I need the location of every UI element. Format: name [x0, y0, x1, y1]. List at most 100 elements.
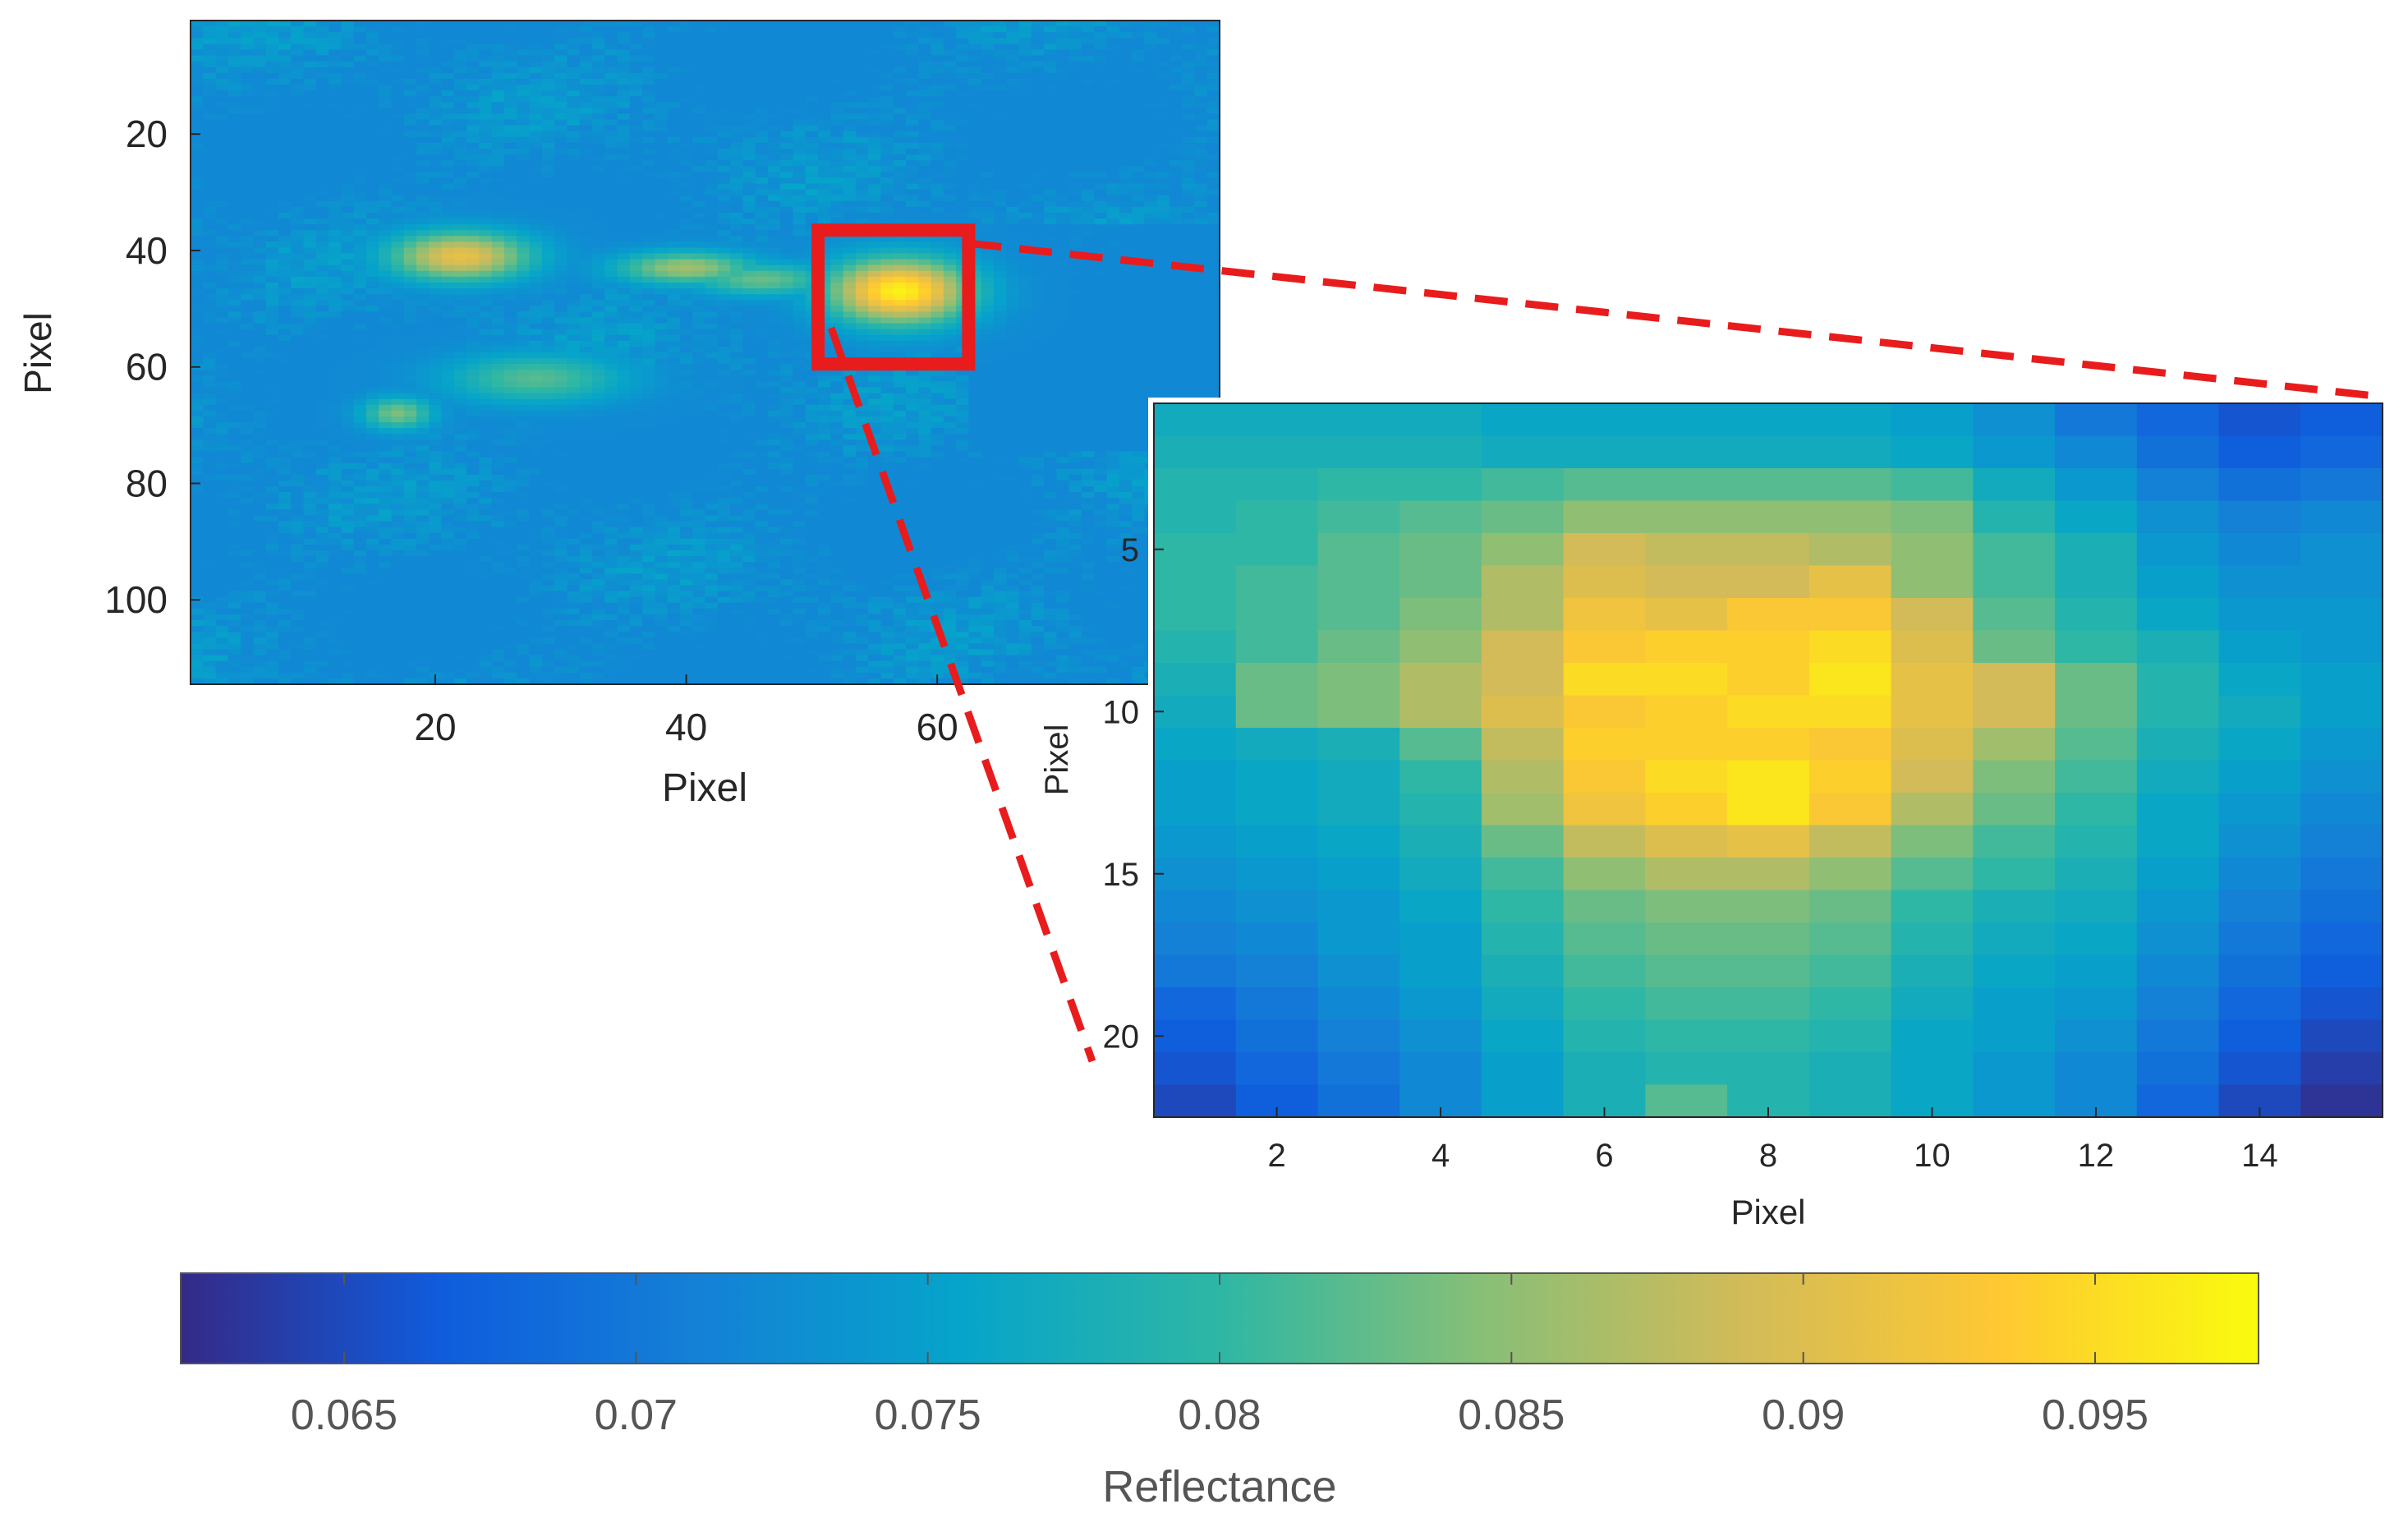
main-heatmap-cell — [303, 311, 317, 319]
main-heatmap-cell — [1206, 183, 1220, 191]
main-heatmap-cell — [579, 96, 593, 103]
main-heatmap-cell — [541, 102, 555, 108]
main-heatmap-cell — [993, 346, 1007, 353]
main-heatmap-cell — [241, 189, 254, 196]
main-heatmap-cell — [191, 236, 204, 242]
main-heatmap-cell — [667, 294, 681, 301]
main-heatmap-cell — [880, 270, 894, 278]
main-heatmap-cell — [554, 177, 568, 185]
main-heatmap-cell — [692, 26, 706, 33]
main-heatmap-cell — [353, 38, 367, 44]
main-heatmap-cell — [453, 241, 467, 249]
main-heatmap-cell — [931, 346, 944, 353]
main-heatmap-cell — [843, 218, 857, 225]
main-heatmap-cell — [453, 306, 467, 312]
main-heatmap-cell — [215, 270, 229, 278]
main-heatmap-cell — [441, 224, 455, 231]
main-heatmap-cell — [391, 125, 405, 132]
main-heatmap-cell — [1206, 358, 1220, 365]
main-heatmap-cell — [504, 241, 517, 249]
main-heatmap-cell — [692, 224, 706, 231]
main-heatmap-cell — [830, 212, 844, 219]
main-heatmap-cell — [655, 236, 669, 242]
main-heatmap-cell — [278, 270, 292, 278]
main-heatmap-cell — [429, 142, 443, 149]
main-heatmap-cell — [705, 218, 719, 225]
main-heatmap-cell — [341, 44, 355, 51]
main-heatmap-cell — [441, 38, 455, 44]
main-heatmap-cell — [466, 294, 480, 301]
main-heatmap-cell — [868, 177, 882, 185]
main-heatmap-cell — [755, 102, 769, 108]
main-heatmap-cell — [667, 136, 681, 144]
main-heatmap-cell — [265, 183, 279, 191]
main-heatmap-cell — [416, 311, 430, 319]
main-heatmap-cell — [391, 119, 405, 126]
main-heatmap-cell — [303, 44, 317, 51]
main-heatmap-cell — [1132, 253, 1145, 260]
main-heatmap-cell — [830, 282, 844, 289]
main-heatmap-cell — [1006, 108, 1020, 115]
main-heatmap-cell — [1044, 131, 1057, 138]
main-heatmap-cell — [655, 177, 669, 185]
main-heatmap-cell — [629, 49, 643, 57]
main-heatmap-cell — [291, 189, 305, 196]
main-heatmap-cell — [679, 334, 693, 342]
main-heatmap-cell — [667, 55, 681, 62]
main-heatmap-cell — [629, 323, 643, 330]
main-heatmap-cell — [1132, 340, 1145, 347]
main-heatmap-cell — [453, 96, 467, 103]
main-heatmap-cell — [215, 67, 229, 74]
main-heatmap-cell — [341, 160, 355, 167]
main-heatmap-cell — [1044, 78, 1057, 85]
main-heatmap-cell — [227, 21, 241, 27]
main-heatmap-cell — [1156, 200, 1170, 208]
main-heatmap-cell — [755, 264, 769, 272]
main-heatmap-cell — [265, 142, 279, 149]
main-heatmap-cell — [379, 306, 393, 312]
main-heatmap-cell — [617, 259, 631, 266]
main-heatmap-cell — [541, 136, 555, 144]
main-heatmap-cell — [755, 323, 769, 330]
main-heatmap-cell — [830, 78, 844, 85]
main-heatmap-cell — [705, 55, 719, 62]
main-heatmap-cell — [1106, 96, 1120, 103]
main-heatmap-cell — [1056, 264, 1070, 272]
main-heatmap-cell — [453, 166, 467, 172]
main-heatmap-cell — [466, 55, 480, 62]
main-heatmap-cell — [905, 329, 919, 336]
main-heatmap-cell — [1144, 224, 1158, 231]
main-heatmap-cell — [579, 84, 593, 91]
main-heatmap-cell — [918, 183, 932, 191]
main-heatmap-cell — [416, 96, 430, 103]
main-heatmap-cell — [579, 177, 593, 185]
main-heatmap-cell — [880, 195, 894, 202]
main-heatmap-cell — [241, 294, 254, 301]
main-heatmap-cell — [1056, 26, 1070, 33]
main-heatmap-cell — [1206, 218, 1220, 225]
main-heatmap-cell — [429, 224, 443, 231]
main-heatmap-cell — [893, 282, 907, 289]
main-heatmap-cell — [755, 294, 769, 301]
main-heatmap-cell — [793, 224, 806, 231]
main-heatmap-cell — [191, 352, 204, 359]
main-heatmap-cell — [843, 183, 857, 191]
main-heatmap-cell — [968, 49, 982, 57]
main-heatmap-cell — [692, 340, 706, 347]
main-heatmap-cell — [554, 200, 568, 208]
main-heatmap-cell — [241, 329, 254, 336]
main-heatmap-cell — [793, 370, 806, 376]
main-heatmap-cell — [767, 148, 781, 155]
main-heatmap-cell — [291, 142, 305, 149]
main-heatmap-cell — [679, 131, 693, 138]
main-heatmap-cell — [604, 270, 618, 278]
main-heatmap-cell — [868, 195, 882, 202]
main-heatmap-cell — [1119, 32, 1133, 39]
main-heatmap-cell — [717, 96, 731, 103]
main-heatmap-cell — [429, 49, 443, 57]
main-heatmap-cell — [291, 200, 305, 208]
main-heatmap-cell — [830, 247, 844, 255]
main-heatmap-cell — [579, 142, 593, 149]
main-heatmap-cell — [1206, 200, 1220, 208]
main-heatmap-cell — [868, 67, 882, 74]
